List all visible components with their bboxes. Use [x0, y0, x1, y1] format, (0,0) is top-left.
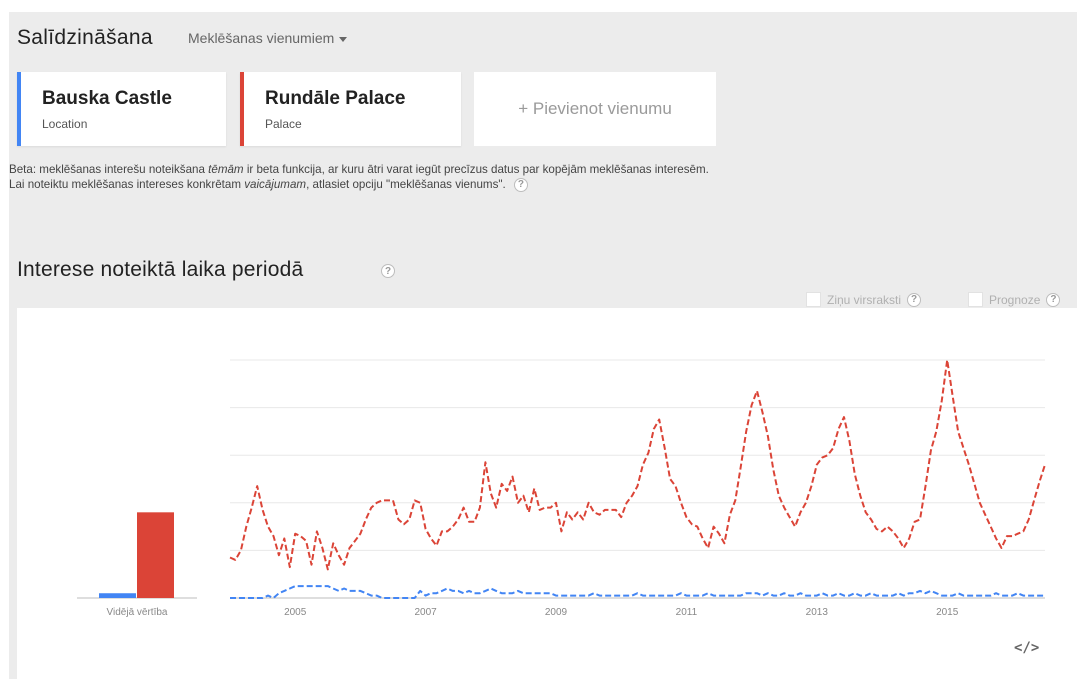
add-term-button[interactable]: + Pievienot vienumu — [474, 72, 716, 146]
average-bar — [99, 593, 136, 598]
term-name: Rundāle Palace — [265, 88, 406, 109]
beta-note-line-2: Lai noteiktu meklēšanas intereses konkrē… — [9, 177, 1069, 192]
average-label: Vidējā vērtība — [107, 607, 168, 618]
forecast-label: Prognoze — [989, 292, 1041, 307]
embed-code-icon[interactable]: </> — [1014, 640, 1040, 656]
term-name: Bauska Castle — [42, 88, 172, 109]
series-line — [230, 585, 1045, 599]
term-card-bauska-castle[interactable]: Bauska Castle Location — [17, 72, 226, 146]
x-tick-label: 2007 — [414, 607, 437, 618]
x-tick-label: 2009 — [545, 607, 568, 618]
series-line — [229, 359, 1046, 571]
x-tick-label: 2015 — [936, 607, 959, 618]
compare-mode-dropdown[interactable]: Meklēšanas vienumiem — [188, 30, 348, 46]
term-type: Palace — [265, 117, 302, 131]
x-tick-label: 2013 — [806, 607, 829, 618]
help-icon[interactable]: ? — [513, 177, 528, 192]
forecast-checkbox[interactable] — [968, 292, 983, 307]
caret-down-icon — [339, 36, 348, 42]
term-card-rundale-palace[interactable]: Rundāle Palace Palace — [240, 72, 461, 146]
term-color-bar — [17, 72, 21, 146]
average-bar — [137, 512, 174, 598]
forecast-option[interactable]: Prognoze ? — [968, 292, 1061, 307]
compare-mode-label: Meklēšanas vienumiem — [188, 30, 335, 46]
page-title: Salīdzināšana — [17, 26, 153, 49]
term-color-bar — [240, 72, 244, 146]
news-headlines-option[interactable]: Ziņu virsraksti ? — [806, 292, 922, 307]
help-icon[interactable]: ? — [381, 264, 395, 278]
help-icon[interactable]: ? — [907, 292, 922, 307]
term-type: Location — [42, 117, 88, 131]
news-headlines-checkbox[interactable] — [806, 292, 821, 307]
chart-panel: 2005 2007 2009 2011 2013 2015 Vidējā vērtība — [17, 308, 1077, 679]
section-title: Interese noteiktā laika periodā — [17, 258, 304, 281]
x-tick-label: 2011 — [676, 607, 698, 618]
beta-note: Beta: meklēšanas interešu noteikšana tēm… — [9, 162, 1069, 192]
interest-over-time-chart: 2005 2007 2009 2011 2013 2015 Vidējā vērtība — [77, 359, 1046, 618]
x-tick-label: 2005 — [284, 607, 307, 618]
help-icon[interactable]: ? — [1046, 292, 1061, 307]
beta-note-line-1: Beta: meklēšanas interešu noteikšana tēm… — [9, 163, 709, 176]
news-headlines-label: Ziņu virsraksti — [827, 292, 902, 307]
